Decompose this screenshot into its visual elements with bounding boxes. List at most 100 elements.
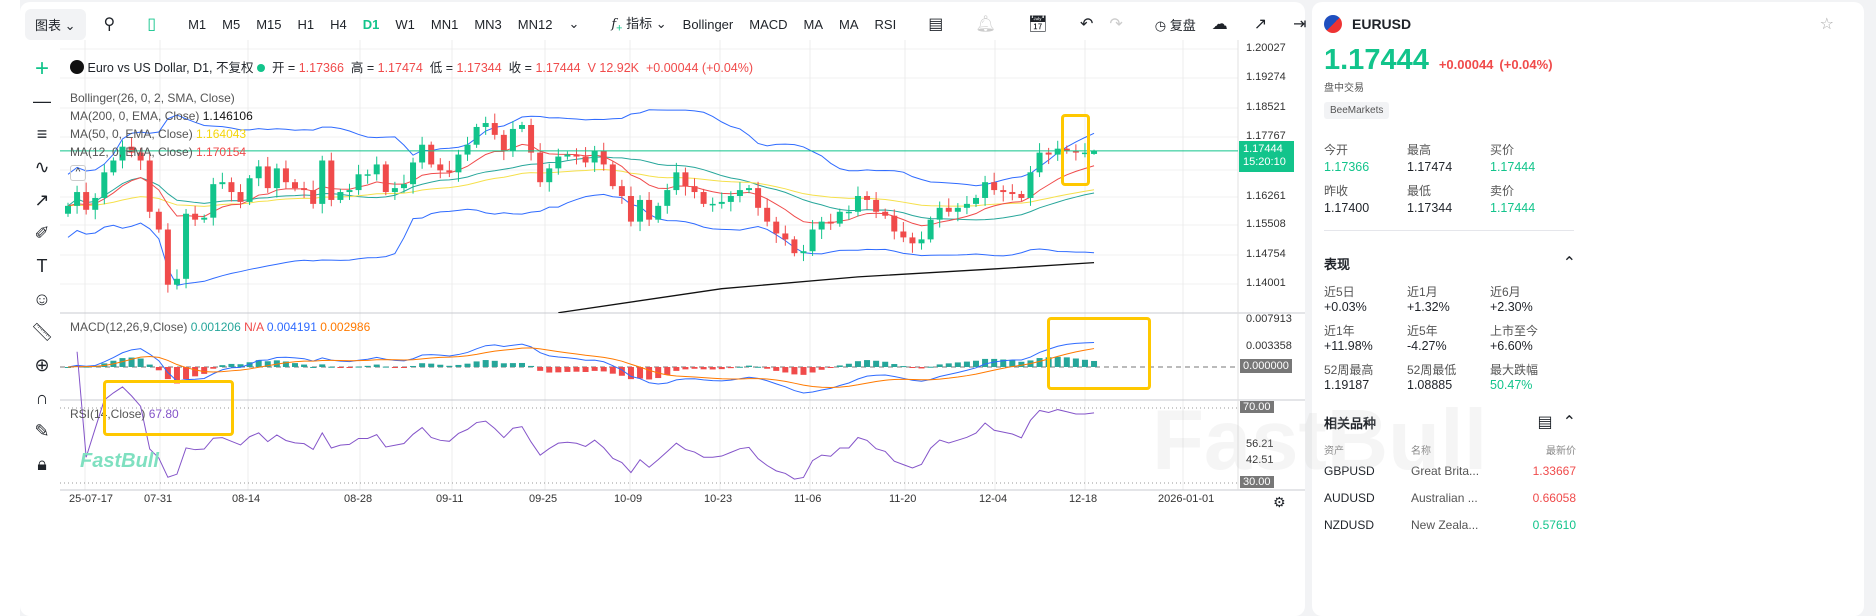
candle-body (882, 211, 889, 216)
calendar-icon[interactable]: 📅︎ (1027, 16, 1048, 33)
timeframe-more-chevron-icon[interactable]: ⌄ (568, 16, 580, 31)
macd-histogram-bar (428, 363, 435, 367)
favorite-star-icon[interactable]: ☆ (1819, 16, 1834, 33)
candle-body (1081, 152, 1088, 155)
related-row[interactable]: GBPUSD Great Brita... 1.33667 (1324, 457, 1576, 484)
layout-icon[interactable]: ▤ (928, 16, 944, 33)
open-label: 开 = (271, 61, 296, 75)
header-name: 名称 (1411, 446, 1431, 457)
quick-indicator-bollinger[interactable]: Bollinger (682, 16, 734, 32)
macd-histogram-bar (410, 365, 417, 367)
magnet-icon[interactable]: ∩ (35, 388, 49, 408)
rsi-tick: 30.00 (1240, 476, 1274, 488)
timeframe-mn12[interactable]: MN12 (517, 16, 553, 32)
timeframe-m5[interactable]: M5 (222, 16, 241, 32)
quick-indicator-ma[interactable]: MA (803, 16, 824, 32)
external-link-icon[interactable]: ↗ (1253, 16, 1268, 33)
macd-histogram-bar (537, 367, 544, 371)
collapse-chevron-up-icon[interactable]: ⌃ (1562, 414, 1576, 431)
macd-histogram-bar (1009, 360, 1016, 367)
trading-status: 盘中交易 (1324, 83, 1364, 94)
candle-body (836, 211, 843, 224)
timeframe-h1[interactable]: H1 (297, 16, 315, 32)
stat-value: 1.17344 (1407, 201, 1453, 215)
macd-legend[interactable]: MACD(12,26,9,Close) 0.001206 N/A 0.00419… (70, 320, 370, 334)
date-tick: 08-28 (344, 493, 373, 505)
candle-body (746, 188, 752, 191)
candle-body (128, 146, 135, 153)
timeframe-h4[interactable]: H4 (330, 16, 347, 32)
fibonacci-icon[interactable]: ≡ (36, 124, 48, 144)
quick-indicator-ma[interactable]: MA (839, 16, 859, 32)
candle-body (627, 195, 634, 222)
candle-body (473, 126, 480, 145)
cloud-sync-icon[interactable]: ☁ (1211, 16, 1228, 33)
trend-line-icon[interactable]: ↗ (34, 190, 50, 210)
macd-histogram-bar (600, 367, 607, 372)
candlestick-type-icon[interactable]: ▯ (147, 16, 157, 33)
redo-icon[interactable]: ↷ (1109, 16, 1123, 33)
quick-indicator-rsi[interactable]: RSI (874, 16, 897, 32)
candle-body (273, 168, 280, 189)
macd-histogram-bar (391, 367, 398, 368)
timeframe-mn3[interactable]: MN3 (474, 16, 502, 32)
lock-icon[interactable]: 🔒︎ (37, 454, 47, 474)
price-chart[interactable] (0, 0, 1310, 516)
macd-line-value: 0.004191 (266, 320, 317, 334)
indicators-button[interactable]: f+ 指标 ⌄ (611, 16, 667, 35)
collapse-legend-button[interactable]: ^ (70, 165, 86, 181)
emoji-icon[interactable]: ☺ (32, 289, 52, 309)
macd-histogram-bar (83, 366, 90, 368)
related-row[interactable]: NZDUSD New Zeala... 0.57610 (1324, 511, 1576, 538)
text-icon[interactable]: T (36, 256, 48, 276)
chart-menu-button[interactable]: 图表 ⌄ (25, 8, 86, 40)
timeframe-d1[interactable]: D1 (362, 16, 380, 32)
ma12-legend[interactable]: MA(12, 0, EMA, Close) 1.170154 (70, 145, 246, 159)
brush-icon[interactable]: ✐ (34, 223, 50, 243)
symbol-info-panel: EURUSD ☆ 1.17444 +0.00044 (+0.04%) 盘中交易 … (1152, 2, 1864, 616)
ma50-legend[interactable]: MA(50, 0, EMA, Close) 1.164043 (70, 127, 246, 141)
macd-histogram-bar (773, 367, 780, 371)
quote-stat: 最低 1.17344 (1407, 182, 1490, 215)
bollinger-legend[interactable]: Bollinger(26, 0, 2, SMA, Close) (70, 91, 235, 105)
quick-indicator-macd[interactable]: MACD (749, 16, 788, 32)
pattern-icon[interactable]: ∿ (34, 157, 50, 177)
timeframe-w1[interactable]: W1 (395, 16, 415, 32)
undo-icon[interactable]: ↶ (1079, 16, 1094, 33)
timeframe-mn1[interactable]: MN1 (430, 16, 459, 32)
zoom-in-icon[interactable]: ⊕ (34, 355, 50, 375)
list-view-icon[interactable]: ▤ (1537, 414, 1553, 431)
current-price-tag: 1.17444 15:20:10 (1239, 141, 1294, 172)
macd-histogram-bar (337, 367, 344, 368)
ma200-legend[interactable]: MA(200, 0, EMA, Close) 1.146106 (70, 109, 253, 123)
chart-settings-gear-icon[interactable]: ⚙ (1273, 494, 1286, 510)
indicators-label: 指标 (626, 16, 653, 32)
rsi-legend[interactable]: RSI(14,Close) 67.80 (70, 407, 179, 421)
horizontal-line-icon[interactable]: — (33, 91, 51, 111)
timeframe-m15[interactable]: M15 (256, 16, 282, 32)
candle-body (764, 207, 771, 222)
macd-histogram-bar (473, 361, 480, 367)
rsi-tick: 70.00 (1240, 401, 1274, 413)
ruler-icon[interactable]: 📏︎ (30, 322, 54, 342)
crosshair-icon[interactable]: + (34, 54, 49, 82)
timeframe-m1[interactable]: M1 (188, 16, 207, 32)
related-asset: GBPUSD (1324, 463, 1375, 478)
collapse-panel-icon[interactable]: ⇥ (1293, 16, 1307, 33)
candle-body (818, 221, 825, 230)
search-icon[interactable]: ⚲ (103, 16, 116, 33)
candle-body (119, 146, 126, 161)
candle-body (264, 166, 271, 189)
alert-bell-icon[interactable]: 🔔︎ (975, 16, 996, 33)
collapse-chevron-up-icon[interactable]: ⌃ (1562, 255, 1576, 272)
candle-body (146, 160, 153, 212)
replay-button[interactable]: ◷ 复盘 (1154, 17, 1196, 33)
related-row[interactable]: AUDUSD Australian ... 0.66058 (1324, 484, 1576, 511)
price-tick: 1.14754 (1246, 248, 1286, 260)
macd-histogram-bar (128, 357, 135, 367)
macd-histogram-bar (301, 364, 308, 367)
related-price: 1.33667 (1532, 463, 1576, 478)
candle-body (328, 160, 335, 200)
lock-drawing-icon[interactable]: ✎ (34, 421, 50, 441)
candle-body (755, 188, 762, 208)
